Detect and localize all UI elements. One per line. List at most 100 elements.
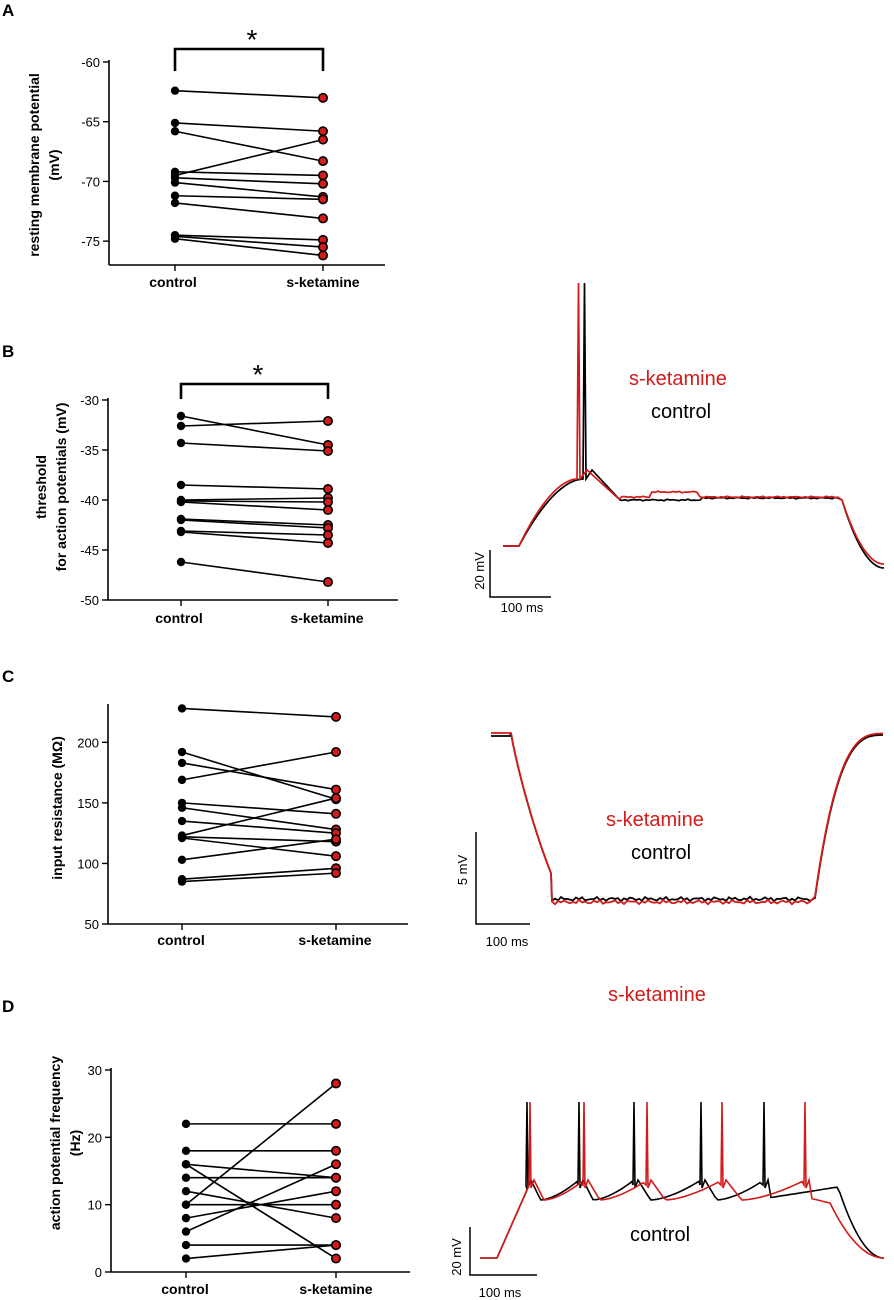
- ketamine-point-d: [330, 1186, 341, 1197]
- pair-line-d: [185, 1163, 337, 1179]
- significance-bracket-a: [173, 47, 325, 71]
- trace-d-legend-ketamine: s-ketamine: [608, 984, 706, 1006]
- trace-d: [469, 1101, 885, 1276]
- control-point-d: [181, 1213, 191, 1223]
- control-point-a: [170, 127, 180, 136]
- y-tick-label-b: -35: [80, 443, 99, 458]
- y-tick-label-d: 0: [95, 1265, 102, 1280]
- ketamine-point-b: [322, 415, 333, 426]
- ketamine-point-b: [322, 576, 333, 587]
- control-point-b: [176, 480, 186, 490]
- pair-line-c: [181, 797, 337, 837]
- pair-line-b: [180, 561, 329, 583]
- control-point-c: [177, 803, 187, 812]
- ketamine-point-a: [317, 134, 328, 145]
- control-point-d: [181, 1254, 191, 1263]
- category-label-d-ketamine: s-ketamine: [299, 1281, 372, 1297]
- ketamine-point-d: [330, 1172, 341, 1183]
- pair-line-d: [185, 1190, 337, 1219]
- category-label-b-control: control: [155, 610, 202, 626]
- pair-line-a: [174, 202, 324, 220]
- ketamine-point-a: [317, 242, 328, 253]
- trace-c-legend-control: control: [631, 842, 691, 864]
- pair-line-a: [174, 235, 324, 248]
- trace-c-legend-ketamine: s-ketamine: [606, 809, 704, 831]
- pair-line-b: [180, 415, 329, 446]
- control-point-c: [177, 833, 187, 843]
- control-point-c: [177, 747, 187, 757]
- y-tick-label-c: 50: [85, 917, 99, 932]
- chart-b: -50 -45 -40 -35 -30: [80, 382, 398, 608]
- pair-line-b: [180, 531, 329, 544]
- control-point-b: [176, 527, 186, 537]
- control-point-c: [177, 855, 187, 865]
- pair-line-b: [180, 500, 329, 503]
- pair-line-c: [181, 751, 337, 781]
- ylabel-b-line2: for action potentials (mV): [53, 403, 69, 572]
- control-point-b: [176, 421, 186, 431]
- control-point-c: [177, 816, 187, 826]
- control-point-a: [170, 191, 180, 200]
- ketamine-point-c: [330, 834, 341, 845]
- control-point-d: [181, 1160, 191, 1169]
- ketamine-point-b: [322, 496, 333, 507]
- ketamine-point-b: [322, 529, 333, 540]
- control-point-d: [181, 1146, 191, 1156]
- trace-b-ketamine-line: [503, 282, 885, 565]
- ketamine-point-c: [330, 851, 341, 862]
- ketamine-point-d: [330, 1145, 341, 1156]
- ylabel-c-line1: input resistance (MΩ): [49, 736, 65, 879]
- ketamine-point-d: [330, 1078, 341, 1089]
- significance-bracket-b: [179, 382, 330, 399]
- pair-line-b: [180, 530, 329, 536]
- panel-letter-a: A: [2, 1, 14, 20]
- panel-letter-d: D: [2, 997, 14, 1016]
- control-point-d: [181, 1240, 191, 1250]
- scale-bar-d: [469, 1227, 537, 1276]
- trace-b-legend-ketamine: s-ketamine: [629, 368, 727, 390]
- control-point-d: [181, 1187, 191, 1196]
- y-tick-label-a: -65: [81, 115, 100, 130]
- pair-line-a: [174, 138, 324, 177]
- control-point-a: [170, 86, 180, 95]
- y-tick-label-b: -50: [80, 593, 99, 608]
- pair-line-b: [180, 501, 329, 511]
- control-point-a: [170, 234, 180, 243]
- trace-d-legend-control: control: [630, 1224, 690, 1246]
- trace-c-scale-x-label: 100 ms: [486, 934, 529, 949]
- category-label-b-ketamine: s-ketamine: [290, 610, 363, 626]
- ketamine-point-a: [317, 250, 328, 261]
- ketamine-point-c: [330, 868, 341, 879]
- ketamine-point-c: [330, 808, 341, 819]
- control-point-c: [177, 758, 187, 768]
- ketamine-point-c: [330, 747, 341, 758]
- pair-line-a: [174, 171, 324, 177]
- pair-line-c: [181, 837, 337, 857]
- control-point-d: [181, 1227, 191, 1236]
- significance-star-b: *: [253, 359, 264, 390]
- y-tick-label-d: 10: [88, 1198, 102, 1213]
- chart-a: -75 -70 -65 -60: [81, 47, 385, 271]
- chart-c: 50 100 150 200: [77, 704, 408, 932]
- y-tick-label-c: 200: [77, 735, 99, 750]
- ketamine-point-a: [317, 92, 328, 103]
- scale-bar-c: [475, 832, 530, 925]
- ylabel-b-line1: threshold: [33, 455, 49, 519]
- ketamine-point-d: [330, 1213, 341, 1224]
- control-point-b: [176, 557, 186, 567]
- ketamine-point-a: [317, 170, 328, 181]
- pair-line-b: [180, 519, 329, 529]
- control-point-b: [176, 515, 186, 525]
- category-label-a-control: control: [149, 274, 196, 290]
- pair-line-a: [174, 181, 324, 198]
- pair-line-c: [181, 867, 337, 880]
- pair-line-c: [181, 838, 337, 861]
- control-point-a: [170, 118, 180, 128]
- control-point-c: [177, 877, 187, 886]
- pair-line-d: [185, 1244, 337, 1260]
- pair-line-c: [181, 806, 337, 831]
- ketamine-point-b: [322, 504, 333, 515]
- pair-line-b: [180, 518, 329, 526]
- control-point-d: [181, 1119, 191, 1129]
